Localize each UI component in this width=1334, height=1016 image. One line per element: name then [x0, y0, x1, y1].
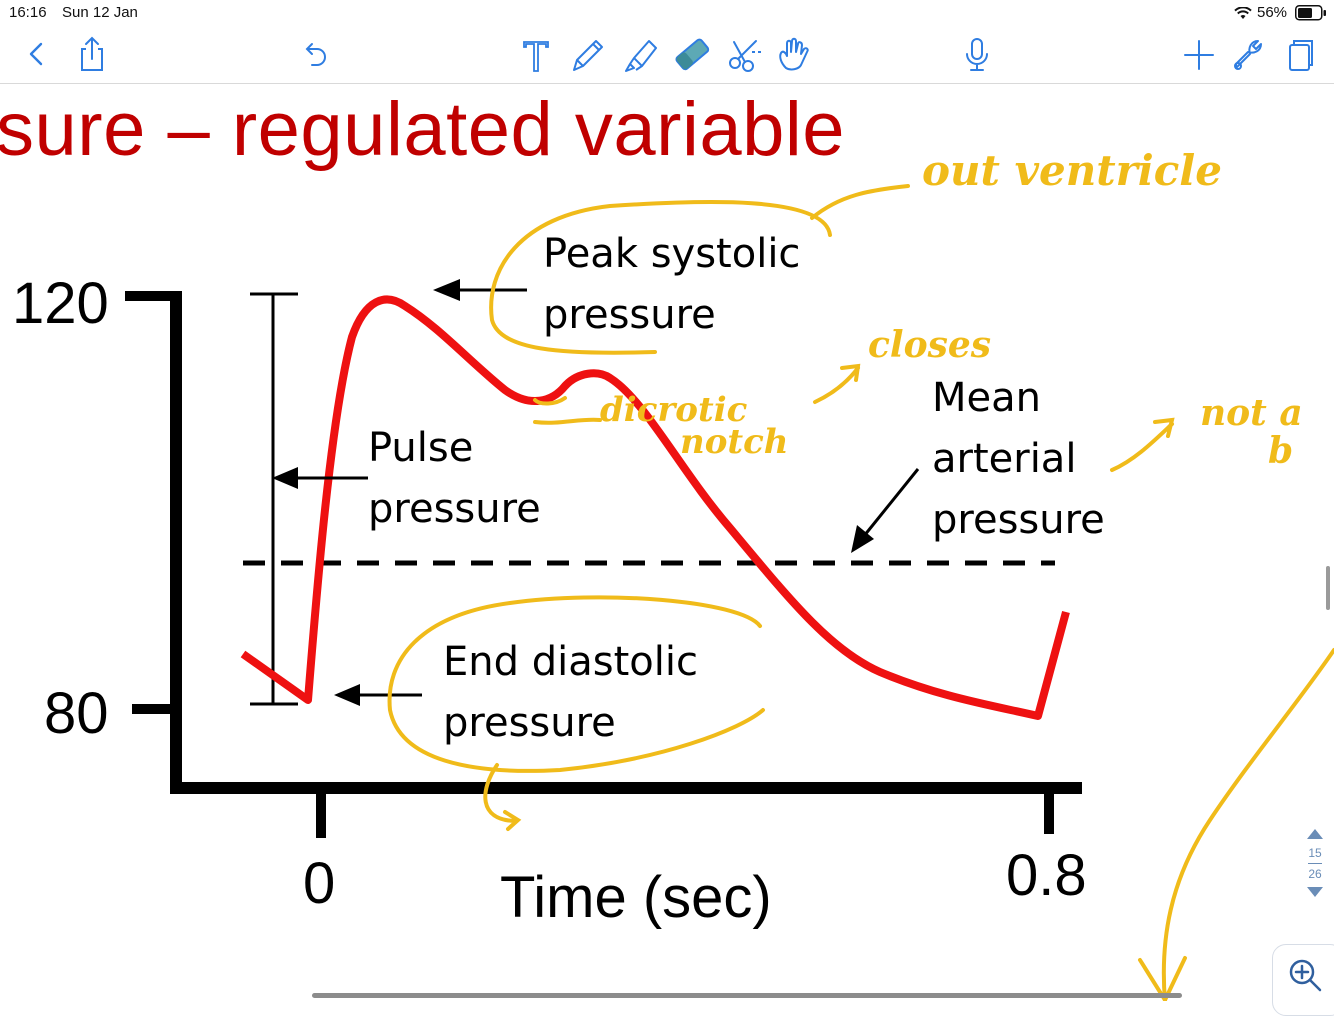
back-icon[interactable]: [14, 32, 58, 76]
microphone-icon[interactable]: [955, 32, 999, 76]
hand-pointer-icon[interactable]: [772, 32, 816, 76]
handwriting-out-ventricle: out ventricle: [922, 146, 1222, 195]
lasso-scissors-icon[interactable]: [722, 32, 766, 76]
page-down-icon[interactable]: [1306, 886, 1324, 898]
current-page-number: 15: [1308, 846, 1322, 860]
slide-title: sure – regulated variable: [0, 87, 846, 172]
handwriting-not-av-line1: not a: [1200, 392, 1303, 434]
pulse-pressure-label-line2: pressure: [368, 486, 541, 532]
status-date: Sun 12 Jan: [62, 4, 138, 21]
vertical-scroll-indicator[interactable]: [1326, 566, 1330, 610]
handwriting-dicrotic-line2: notch: [680, 422, 789, 462]
x-tick-label-08: 0.8: [1006, 843, 1087, 908]
pressure-curve: [240, 295, 1070, 720]
text-tool-icon[interactable]: [514, 32, 558, 76]
pulse-pressure-label-line1: Pulse: [368, 425, 474, 471]
y-tick-label-80: 80: [44, 681, 109, 746]
page-navigator[interactable]: 15 26: [1300, 828, 1330, 914]
handwriting-closes: closes: [868, 324, 992, 366]
page-view-icon[interactable]: [1278, 32, 1322, 76]
pressure-diagram: [125, 184, 1334, 1001]
battery-percent: 56%: [1257, 4, 1288, 21]
y-tick-label-120: 120: [12, 271, 109, 336]
mean-arrow-head: [851, 525, 874, 553]
peak-systolic-label-line1: Peak systolic: [543, 231, 801, 277]
add-icon[interactable]: [1177, 32, 1221, 76]
pulse-pressure-bracket: [250, 292, 298, 706]
zoom-in-icon[interactable]: [1285, 955, 1325, 995]
note-page[interactable]: sure – regulated variable: [0, 84, 1334, 1001]
mean-arterial-label-line1: Mean: [932, 375, 1041, 421]
peak-arrow-head: [433, 279, 460, 301]
x-tick-label-0: 0: [303, 851, 336, 916]
zoom-button[interactable]: [1272, 944, 1334, 1016]
peak-systolic-label-line2: pressure: [543, 292, 716, 338]
status-time: 16:16: [9, 4, 47, 21]
undo-icon[interactable]: [292, 32, 336, 76]
page-divider: [1308, 863, 1322, 864]
handwriting-dicrotic-line1: dicrotic: [600, 390, 748, 430]
mean-arterial-label-line2: arterial: [932, 436, 1077, 482]
battery-icon: [1295, 5, 1326, 21]
handwriting-strokes: [387, 184, 1334, 1001]
mean-arterial-label-line3: pressure: [932, 497, 1105, 543]
wrench-icon[interactable]: [1226, 32, 1270, 76]
page-up-icon[interactable]: [1306, 828, 1324, 840]
pen-icon[interactable]: [566, 32, 610, 76]
share-icon[interactable]: [70, 32, 114, 76]
eraser-icon[interactable]: [670, 32, 714, 76]
pulse-arrow-head: [272, 467, 298, 489]
end-diastolic-label-line1: End diastolic: [443, 639, 698, 685]
highlighter-icon[interactable]: [618, 32, 662, 76]
toolbar: [0, 26, 1334, 84]
end-diastolic-label-line2: pressure: [443, 700, 616, 746]
wifi-icon: [1234, 7, 1252, 19]
x-axis-label: Time (sec): [500, 865, 772, 930]
horizontal-scroll-indicator[interactable]: [312, 993, 1182, 998]
handwriting-not-av-line2: b: [1268, 430, 1294, 472]
status-bar: 16:16 Sun 12 Jan 56%: [0, 0, 1334, 26]
mean-arrow: [862, 468, 920, 537]
end-diastolic-arrow-head: [334, 684, 360, 706]
total-pages-number: 26: [1308, 867, 1322, 881]
